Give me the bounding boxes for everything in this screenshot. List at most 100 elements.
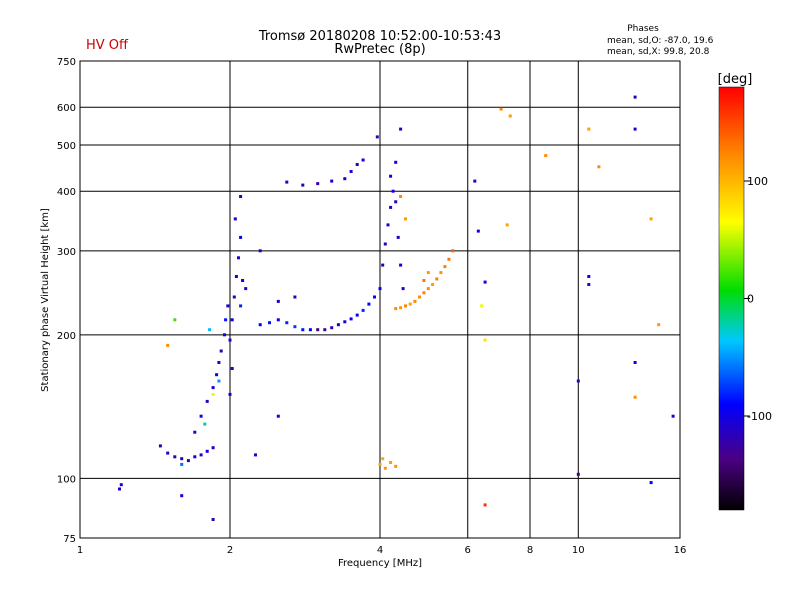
- x-tick-label: 2: [227, 545, 233, 556]
- data-point: [383, 466, 387, 470]
- x-tick-label: 8: [527, 545, 533, 556]
- data-point: [443, 265, 447, 269]
- data-point: [217, 379, 221, 383]
- data-point: [316, 328, 320, 332]
- data-point: [499, 107, 503, 111]
- data-point: [399, 306, 403, 310]
- data-point: [361, 158, 365, 162]
- data-point: [418, 295, 421, 299]
- data-point: [166, 451, 170, 455]
- data-point: [254, 453, 257, 457]
- data-point: [193, 455, 197, 459]
- data-point: [378, 287, 382, 291]
- data-point: [394, 464, 398, 468]
- data-point: [447, 257, 451, 261]
- data-point: [649, 481, 653, 485]
- data-point: [378, 462, 382, 466]
- data-point: [211, 392, 215, 396]
- data-point: [241, 279, 245, 282]
- colorbar-tick-label: 0: [747, 293, 754, 306]
- data-point: [330, 326, 334, 330]
- y-tick-label: 750: [57, 57, 76, 68]
- data-point: [649, 217, 653, 221]
- data-point: [118, 487, 121, 491]
- data-point: [323, 328, 327, 332]
- colorbar-tick-label: 100: [747, 175, 768, 188]
- data-point: [375, 135, 379, 139]
- data-point: [422, 279, 426, 282]
- data-point: [396, 235, 400, 239]
- data-point: [399, 127, 403, 131]
- data-point: [381, 263, 385, 267]
- data-point: [199, 414, 203, 418]
- data-point: [285, 180, 289, 184]
- data-point: [386, 223, 390, 227]
- data-point: [399, 195, 403, 198]
- data-point: [180, 494, 184, 498]
- data-point: [435, 277, 439, 281]
- data-point: [336, 323, 340, 327]
- data-point: [576, 472, 580, 476]
- data-point: [258, 249, 262, 253]
- data-point: [211, 518, 215, 521]
- data-point: [505, 223, 509, 227]
- colorbar-ticks: 100 0 -100: [744, 175, 772, 423]
- data-point: [426, 271, 430, 275]
- data-point: [239, 195, 243, 198]
- data-point: [408, 302, 412, 306]
- data-point: [217, 361, 221, 364]
- data-point: [276, 299, 280, 303]
- data-point: [223, 333, 226, 337]
- data-point: [230, 318, 234, 322]
- data-point: [367, 302, 371, 306]
- data-point: [205, 449, 209, 453]
- y-tick-label: 600: [57, 103, 76, 114]
- data-point: [426, 287, 430, 291]
- data-point: [349, 317, 353, 321]
- data-point: [439, 271, 443, 275]
- data-point: [308, 328, 312, 332]
- data-point: [394, 200, 398, 204]
- data-point: [480, 304, 484, 308]
- y-tick-label: 200: [57, 331, 76, 342]
- data-point: [343, 177, 347, 181]
- data-point: [293, 325, 297, 329]
- data-point: [394, 160, 398, 164]
- data-point: [633, 361, 637, 364]
- x-tick-label: 1: [77, 545, 83, 556]
- data-point: [228, 392, 232, 396]
- data-points: [118, 95, 675, 521]
- data-point: [399, 263, 403, 267]
- data-point: [587, 283, 591, 286]
- x-tick-labels: 1 2 4 6 8 10 16: [77, 545, 687, 556]
- hv-status-label: HV Off: [86, 38, 129, 53]
- data-point: [180, 457, 184, 461]
- data-point: [431, 283, 435, 286]
- data-point: [389, 205, 393, 209]
- data-point: [219, 349, 223, 353]
- data-point: [186, 459, 190, 463]
- data-point: [361, 308, 365, 312]
- data-point: [232, 295, 236, 299]
- data-point: [451, 249, 455, 253]
- data-point: [355, 163, 359, 166]
- data-point: [301, 183, 305, 187]
- data-point: [587, 127, 591, 131]
- data-point: [244, 287, 248, 291]
- data-point: [237, 256, 240, 260]
- data-point: [383, 242, 387, 246]
- y-tick-label: 400: [57, 187, 76, 198]
- data-point: [343, 320, 347, 324]
- y-tick-label: 300: [57, 247, 76, 258]
- data-point: [381, 457, 385, 461]
- data-point: [211, 386, 215, 390]
- data-point: [483, 280, 487, 284]
- x-tick-label: 10: [572, 545, 585, 556]
- data-point: [119, 483, 123, 487]
- x-tick-label: 16: [674, 545, 687, 556]
- data-point: [224, 318, 228, 322]
- y-tick-label: 500: [57, 141, 76, 152]
- data-point: [158, 444, 162, 448]
- data-point: [215, 373, 219, 377]
- plot-frame: [79, 60, 681, 539]
